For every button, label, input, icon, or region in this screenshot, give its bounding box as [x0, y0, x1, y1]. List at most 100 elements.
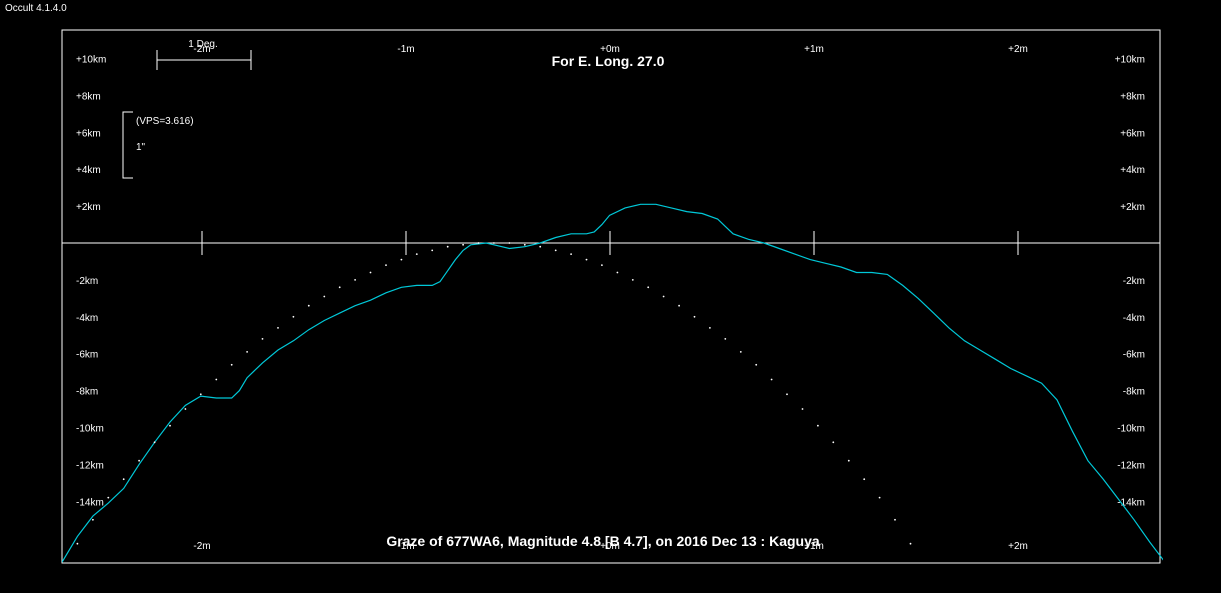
mean-limb-point [693, 315, 696, 318]
y-tick-label-left: -2km [76, 276, 98, 287]
y-tick-label-left: -8km [76, 387, 98, 398]
y-tick-label-right: -14km [1117, 497, 1145, 508]
y-tick-label-right: -12km [1117, 460, 1145, 471]
mean-limb-point [477, 242, 480, 244]
y-tick-label-left: -6km [76, 350, 98, 361]
mean-limb-point [107, 496, 110, 499]
app-title: Occult 4.1.4.0 [5, 3, 67, 14]
scale-bar-label: 1 Deg. [188, 39, 217, 50]
scale-note-arcsec: 1" [136, 142, 146, 153]
mean-limb-point [446, 245, 449, 248]
y-tick-label-left: +2km [76, 202, 101, 213]
mean-limb-point [554, 249, 557, 252]
x-tick-label-top: -2m [193, 44, 210, 55]
mean-limb-point [878, 496, 881, 499]
x-tick-label-top: -1m [397, 44, 414, 55]
y-tick-label-right: -4km [1123, 313, 1145, 324]
mean-limb-point [431, 249, 434, 252]
y-tick-label-right: -6km [1123, 350, 1145, 361]
vertical-scale-bracket [122, 111, 133, 179]
y-tick-label-left: -14km [76, 497, 104, 508]
mean-limb-point [847, 459, 850, 462]
mean-limb-point [354, 279, 356, 281]
y-tick-label-left: +10km [76, 55, 106, 66]
x-tick-label-bottom: -2m [193, 541, 210, 552]
mean-limb-point [616, 271, 619, 274]
mean-limb-point [709, 327, 711, 329]
mean-limb-point [323, 295, 326, 298]
mean-limb-point [369, 271, 372, 274]
mean-limb-point [292, 315, 295, 318]
mean-limb-point [631, 279, 634, 281]
limb-profile-line [62, 203, 1163, 563]
mean-limb-point [508, 242, 511, 244]
y-tick-label-right: -8km [1123, 387, 1145, 398]
mean-limb-point [261, 338, 264, 340]
mean-limb-point [724, 338, 727, 340]
mean-limb-point [184, 408, 187, 410]
mean-limb-point [770, 378, 773, 381]
x-tick-label-bottom: +1m [804, 541, 824, 552]
y-tick-label-right: +6km [1120, 128, 1145, 139]
mean-limb-point [277, 327, 279, 329]
x-tick-label-top: +0m [600, 44, 620, 55]
x-tick-label-top: +2m [1008, 44, 1028, 55]
chart-subtitle: Graze of 677WA6, Magnitude 4.8 [B 4.7], … [386, 533, 820, 549]
mean-limb-point [415, 253, 418, 256]
mean-limb-point [832, 441, 835, 444]
mean-limb-point [601, 264, 603, 266]
scale-indicator: 1 Deg. (VPS=3.616) 1" [122, 39, 252, 179]
mean-limb-point [400, 258, 403, 261]
mean-limb-point [647, 286, 650, 289]
mean-limb-point [122, 478, 125, 481]
mean-limb-point [92, 518, 94, 521]
y-tick-label-right: -2km [1123, 276, 1145, 287]
mean-limb-point [338, 286, 341, 289]
mean-limb-point [539, 245, 542, 248]
y-tick-label-left: -10km [76, 424, 104, 435]
mean-limb-point [755, 363, 758, 366]
x-tick-label-bottom: +2m [1008, 541, 1028, 552]
mean-limb-point [230, 363, 233, 366]
mean-limb-point [863, 478, 866, 481]
scale-note-vps: (VPS=3.616) [136, 116, 194, 127]
mean-limb-point [909, 542, 912, 545]
y-tick-label-left: +4km [76, 165, 101, 176]
x-tick-label-bottom: -1m [397, 541, 414, 552]
chart-title: For E. Long. 27.0 [552, 53, 665, 69]
mean-limb-point [169, 424, 171, 427]
mean-limb-point [153, 441, 156, 444]
x-tick-label-top: +1m [804, 44, 824, 55]
mean-limb-point [462, 243, 464, 246]
mean-limb-point [801, 408, 804, 410]
y-tick-label-right: -10km [1117, 424, 1145, 435]
mean-limb-point [76, 542, 79, 545]
mean-limb-point [199, 393, 202, 396]
mean-limb-point [523, 243, 526, 246]
y-tick-label-right: +4km [1120, 165, 1145, 176]
mean-limb-point [385, 264, 387, 266]
mean-limb-point [894, 518, 896, 521]
y-tick-label-right: +2km [1120, 202, 1145, 213]
mean-limb-point [138, 459, 141, 462]
plot-frame [61, 29, 1161, 564]
mean-limb-point [570, 253, 572, 256]
mean-limb-point [246, 351, 249, 353]
x-tick-label-bottom: +0m [600, 541, 620, 552]
mean-limb-point [493, 242, 495, 244]
mean-limb-point [662, 295, 665, 298]
mean-limb-point [678, 304, 680, 307]
mean-limb-point [739, 351, 742, 353]
y-tick-label-right: +10km [1115, 55, 1145, 66]
mean-limb-point [215, 378, 218, 381]
y-tick-label-right: +8km [1120, 91, 1145, 102]
mean-limb-point [585, 258, 588, 261]
y-tick-label-left: +8km [76, 91, 101, 102]
y-tick-label-left: -12km [76, 460, 104, 471]
mean-limb-point [786, 393, 788, 396]
y-tick-label-left: +6km [76, 128, 101, 139]
y-tick-label-left: -4km [76, 313, 98, 324]
mean-limb-point [307, 304, 310, 307]
mean-limb-point [817, 424, 819, 427]
